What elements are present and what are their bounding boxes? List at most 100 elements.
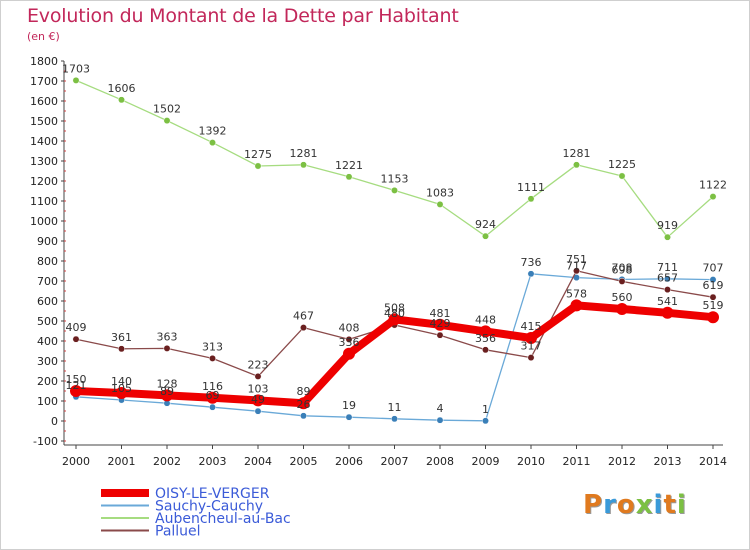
data-label-oisy-le-verger: 140 (111, 375, 132, 388)
data-label-oisy-le-verger: 336 (339, 336, 360, 349)
series-point-sauchy-cauchy (300, 412, 307, 420)
data-label-palluel: 409 (66, 321, 87, 334)
data-label-sauchy-cauchy: 69 (206, 389, 220, 402)
x-tick-label: 2014 (699, 455, 727, 468)
x-tick-label: 2011 (563, 455, 591, 468)
x-tick-label: 2009 (472, 455, 500, 468)
series-point-oisy-le-verger (388, 313, 401, 326)
data-label-aubencheul-au-bac: 1083 (426, 186, 454, 199)
data-label-palluel: 751 (566, 253, 587, 266)
x-tick-label: 2013 (654, 455, 682, 468)
data-label-aubencheul-au-bac: 1111 (517, 181, 545, 194)
series-point-oisy-le-verger (252, 394, 264, 407)
data-label-oisy-le-verger: 508 (384, 301, 405, 314)
x-tick-label: 2000 (62, 455, 90, 468)
legend-label-palluel: Palluel (155, 524, 201, 540)
series-point-aubencheul-au-bac (118, 96, 125, 104)
series-point-aubencheul-au-bac (527, 195, 535, 203)
data-label-palluel: 619 (703, 279, 724, 292)
data-label-sauchy-cauchy: 121 (66, 379, 87, 392)
data-label-sauchy-cauchy: 89 (160, 385, 174, 398)
series-point-oisy-le-verger (297, 397, 310, 410)
logo-letter: P (583, 490, 604, 520)
series-point-aubencheul-au-bac (482, 232, 489, 240)
data-label-oisy-le-verger: 541 (657, 295, 678, 308)
data-label-palluel: 408 (339, 321, 360, 334)
data-label-palluel: 361 (111, 331, 132, 344)
series-point-oisy-le-verger (70, 385, 82, 397)
legend-label-aubencheul-au-bac: Aubencheul-au-Bac (155, 511, 291, 527)
series-point-aubencheul-au-bac (436, 200, 444, 208)
y-tick-label: 800 (37, 255, 58, 268)
series-point-palluel (482, 346, 489, 354)
series-point-palluel (72, 335, 80, 343)
series-point-oisy-le-verger (343, 347, 355, 360)
chart-unit: (en €) (27, 30, 60, 43)
legend-label-sauchy-cauchy: Sauchy-Cauchy (155, 499, 263, 515)
data-label-aubencheul-au-bac: 1225 (608, 158, 636, 171)
data-label-aubencheul-au-bac: 1281 (563, 147, 591, 160)
y-tick-label: 0 (51, 415, 58, 428)
data-label-oisy-le-verger: 578 (566, 287, 587, 300)
series-point-oisy-le-verger (707, 311, 719, 324)
data-label-aubencheul-au-bac: 1122 (699, 179, 727, 192)
data-label-oisy-le-verger: 519 (703, 299, 724, 312)
y-tick-label: 1600 (30, 95, 58, 108)
series-point-aubencheul-au-bac (573, 161, 580, 169)
data-label-aubencheul-au-bac: 1502 (153, 103, 181, 116)
data-label-sauchy-cauchy: 711 (657, 261, 678, 274)
data-label-sauchy-cauchy: 19 (342, 399, 356, 412)
x-tick-label: 2006 (335, 455, 363, 468)
series-point-palluel (254, 372, 262, 380)
series-point-palluel (573, 267, 580, 275)
y-tick-label: 300 (37, 355, 58, 368)
data-label-palluel: 317 (521, 340, 542, 353)
data-label-sauchy-cauchy: 11 (388, 401, 402, 414)
series-point-oisy-le-verger (616, 303, 628, 315)
y-tick-label: 1800 (30, 55, 58, 68)
data-label-aubencheul-au-bac: 1703 (62, 62, 90, 75)
series-point-sauchy-cauchy (482, 417, 489, 425)
data-label-oisy-le-verger: 481 (430, 307, 451, 320)
data-label-palluel: 657 (657, 272, 678, 285)
y-tick-label: 600 (37, 295, 58, 308)
series-point-aubencheul-au-bac (391, 186, 398, 194)
series-point-oisy-le-verger (525, 332, 537, 344)
y-tick-label: 900 (37, 235, 58, 248)
series-point-palluel (527, 354, 535, 362)
series-point-aubencheul-au-bac (254, 162, 262, 170)
series-point-palluel (664, 286, 671, 294)
series-point-sauchy-cauchy (391, 415, 398, 423)
series-point-aubencheul-au-bac (345, 173, 353, 181)
series-point-oisy-le-verger (206, 391, 219, 404)
series-point-oisy-le-verger (661, 306, 674, 319)
data-label-sauchy-cauchy: 1 (482, 403, 489, 416)
data-label-sauchy-cauchy: 4 (437, 402, 444, 415)
legend-label-oisy-le-verger: OISY-LE-VERGER (155, 486, 270, 502)
data-label-palluel: 698 (612, 263, 633, 276)
y-tick-label: 1200 (30, 175, 58, 188)
y-tick-label: 100 (37, 395, 58, 408)
data-label-palluel: 467 (293, 310, 314, 323)
series-point-oisy-le-verger (570, 299, 583, 312)
series-point-palluel (345, 335, 353, 343)
series-point-palluel (209, 354, 216, 362)
series-point-sauchy-cauchy (709, 276, 717, 284)
x-tick-label: 2003 (199, 455, 227, 468)
data-label-sauchy-cauchy: 49 (251, 393, 265, 406)
series-point-sauchy-cauchy (527, 270, 535, 278)
series-point-aubencheul-au-bac (664, 233, 671, 241)
series-point-palluel (618, 277, 626, 285)
series-point-aubencheul-au-bac (618, 172, 626, 180)
x-tick-label: 2012 (608, 455, 636, 468)
data-label-sauchy-cauchy: 26 (297, 398, 311, 411)
data-label-oisy-le-verger: 560 (612, 291, 633, 304)
y-tick-label: 1700 (30, 75, 58, 88)
data-label-palluel: 313 (202, 340, 223, 353)
data-label-sauchy-cauchy: 707 (703, 262, 724, 275)
data-label-aubencheul-au-bac: 1153 (381, 172, 409, 185)
series-point-palluel (118, 345, 125, 353)
data-label-sauchy-cauchy: 717 (566, 260, 587, 273)
data-label-oisy-le-verger: 415 (521, 320, 542, 333)
